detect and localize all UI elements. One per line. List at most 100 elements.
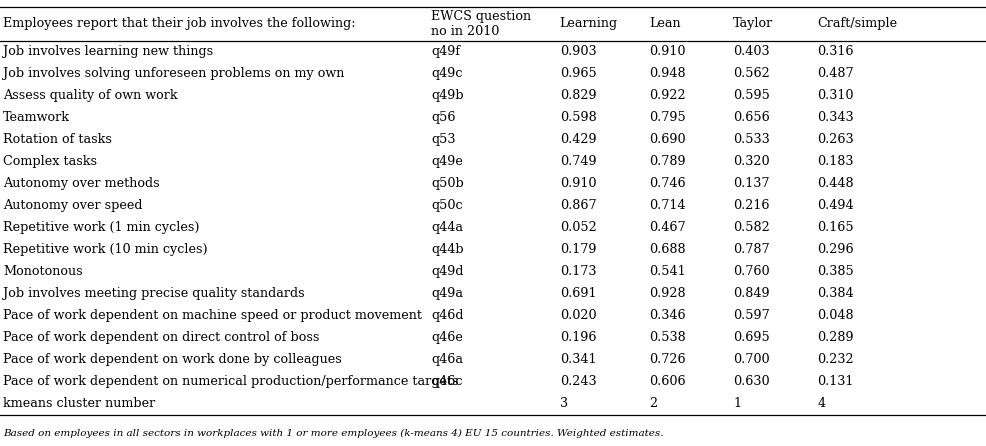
Text: 0.320: 0.320 bbox=[733, 155, 769, 168]
Text: 0.691: 0.691 bbox=[559, 287, 596, 300]
Text: 0.867: 0.867 bbox=[559, 199, 596, 212]
Text: Rotation of tasks: Rotation of tasks bbox=[3, 133, 111, 146]
Text: q49a: q49a bbox=[431, 287, 462, 300]
Text: 0.903: 0.903 bbox=[559, 45, 596, 58]
Text: 0.316: 0.316 bbox=[816, 45, 853, 58]
Text: 0.179: 0.179 bbox=[559, 243, 596, 256]
Text: Taylor: Taylor bbox=[733, 17, 773, 30]
Text: Craft/simple: Craft/simple bbox=[816, 17, 896, 30]
Text: 0.131: 0.131 bbox=[816, 375, 853, 388]
Text: q50b: q50b bbox=[431, 178, 463, 190]
Text: 0.448: 0.448 bbox=[816, 178, 853, 190]
Text: 0.467: 0.467 bbox=[649, 221, 685, 234]
Text: 0.403: 0.403 bbox=[733, 45, 769, 58]
Text: q49b: q49b bbox=[431, 89, 463, 102]
Text: 0.341: 0.341 bbox=[559, 353, 596, 366]
Text: Pace of work dependent on numerical production/performance targets: Pace of work dependent on numerical prod… bbox=[3, 375, 458, 388]
Text: 0.263: 0.263 bbox=[816, 133, 853, 146]
Text: Pace of work dependent on work done by colleagues: Pace of work dependent on work done by c… bbox=[3, 353, 341, 366]
Text: 0.606: 0.606 bbox=[649, 375, 685, 388]
Text: 0.487: 0.487 bbox=[816, 67, 853, 80]
Text: 2: 2 bbox=[649, 397, 657, 410]
Text: 0.910: 0.910 bbox=[649, 45, 685, 58]
Text: 0.928: 0.928 bbox=[649, 287, 685, 300]
Text: 0.343: 0.343 bbox=[816, 112, 853, 124]
Text: 0.173: 0.173 bbox=[559, 265, 596, 278]
Text: 0.296: 0.296 bbox=[816, 243, 853, 256]
Text: Pace of work dependent on machine speed or product movement: Pace of work dependent on machine speed … bbox=[3, 309, 422, 322]
Text: 0.533: 0.533 bbox=[733, 133, 769, 146]
Text: q49d: q49d bbox=[431, 265, 463, 278]
Text: Teamwork: Teamwork bbox=[3, 112, 70, 124]
Text: 0.726: 0.726 bbox=[649, 353, 685, 366]
Text: Autonomy over methods: Autonomy over methods bbox=[3, 178, 160, 190]
Text: 0.829: 0.829 bbox=[559, 89, 596, 102]
Text: 0.656: 0.656 bbox=[733, 112, 769, 124]
Text: q56: q56 bbox=[431, 112, 456, 124]
Text: 0.385: 0.385 bbox=[816, 265, 853, 278]
Text: 0.948: 0.948 bbox=[649, 67, 685, 80]
Text: 0.562: 0.562 bbox=[733, 67, 769, 80]
Text: Learning: Learning bbox=[559, 17, 617, 30]
Text: q44a: q44a bbox=[431, 221, 462, 234]
Text: 0.429: 0.429 bbox=[559, 133, 596, 146]
Text: 0.289: 0.289 bbox=[816, 331, 853, 344]
Text: 0.849: 0.849 bbox=[733, 287, 769, 300]
Text: q50c: q50c bbox=[431, 199, 462, 212]
Text: 0.910: 0.910 bbox=[559, 178, 596, 190]
Text: 0.346: 0.346 bbox=[649, 309, 685, 322]
Text: q53: q53 bbox=[431, 133, 456, 146]
Text: 0.688: 0.688 bbox=[649, 243, 685, 256]
Text: Job involves solving unforeseen problems on my own: Job involves solving unforeseen problems… bbox=[3, 67, 344, 80]
Text: 0.232: 0.232 bbox=[816, 353, 853, 366]
Text: Assess quality of own work: Assess quality of own work bbox=[3, 89, 177, 102]
Text: Repetitive work (10 min cycles): Repetitive work (10 min cycles) bbox=[3, 243, 207, 256]
Text: 0.048: 0.048 bbox=[816, 309, 853, 322]
Text: q44b: q44b bbox=[431, 243, 463, 256]
Text: 0.494: 0.494 bbox=[816, 199, 853, 212]
Text: 0.541: 0.541 bbox=[649, 265, 685, 278]
Text: q46d: q46d bbox=[431, 309, 463, 322]
Text: 0.760: 0.760 bbox=[733, 265, 769, 278]
Text: 0.196: 0.196 bbox=[559, 331, 596, 344]
Text: Repetitive work (1 min cycles): Repetitive work (1 min cycles) bbox=[3, 221, 199, 234]
Text: 0.384: 0.384 bbox=[816, 287, 853, 300]
Text: 0.052: 0.052 bbox=[559, 221, 596, 234]
Text: q49c: q49c bbox=[431, 67, 462, 80]
Text: Monotonous: Monotonous bbox=[3, 265, 83, 278]
Text: q46a: q46a bbox=[431, 353, 462, 366]
Text: Job involves meeting precise quality standards: Job involves meeting precise quality sta… bbox=[3, 287, 305, 300]
Text: 1: 1 bbox=[733, 397, 740, 410]
Text: q49f: q49f bbox=[431, 45, 460, 58]
Text: 0.597: 0.597 bbox=[733, 309, 769, 322]
Text: Complex tasks: Complex tasks bbox=[3, 155, 97, 168]
Text: 0.598: 0.598 bbox=[559, 112, 596, 124]
Text: q46e: q46e bbox=[431, 331, 462, 344]
Text: 0.714: 0.714 bbox=[649, 199, 685, 212]
Text: Lean: Lean bbox=[649, 17, 680, 30]
Text: 0.137: 0.137 bbox=[733, 178, 769, 190]
Text: 0.020: 0.020 bbox=[559, 309, 596, 322]
Text: 0.310: 0.310 bbox=[816, 89, 853, 102]
Text: 0.243: 0.243 bbox=[559, 375, 596, 388]
Text: EWCS question
no in 2010: EWCS question no in 2010 bbox=[431, 10, 530, 38]
Text: Pace of work dependent on direct control of boss: Pace of work dependent on direct control… bbox=[3, 331, 319, 344]
Text: Based on employees in all sectors in workplaces with 1 or more employees (k-mean: Based on employees in all sectors in wor… bbox=[3, 429, 663, 438]
Text: Autonomy over speed: Autonomy over speed bbox=[3, 199, 142, 212]
Text: 0.746: 0.746 bbox=[649, 178, 685, 190]
Text: 0.183: 0.183 bbox=[816, 155, 853, 168]
Text: Employees report that their job involves the following:: Employees report that their job involves… bbox=[3, 17, 355, 30]
Text: q49e: q49e bbox=[431, 155, 462, 168]
Text: 0.965: 0.965 bbox=[559, 67, 596, 80]
Text: 0.922: 0.922 bbox=[649, 89, 685, 102]
Text: 0.690: 0.690 bbox=[649, 133, 685, 146]
Text: 4: 4 bbox=[816, 397, 824, 410]
Text: 0.216: 0.216 bbox=[733, 199, 769, 212]
Text: 0.538: 0.538 bbox=[649, 331, 685, 344]
Text: Job involves learning new things: Job involves learning new things bbox=[3, 45, 213, 58]
Text: 0.165: 0.165 bbox=[816, 221, 853, 234]
Text: 0.630: 0.630 bbox=[733, 375, 769, 388]
Text: 0.595: 0.595 bbox=[733, 89, 769, 102]
Text: q46c: q46c bbox=[431, 375, 462, 388]
Text: 0.700: 0.700 bbox=[733, 353, 769, 366]
